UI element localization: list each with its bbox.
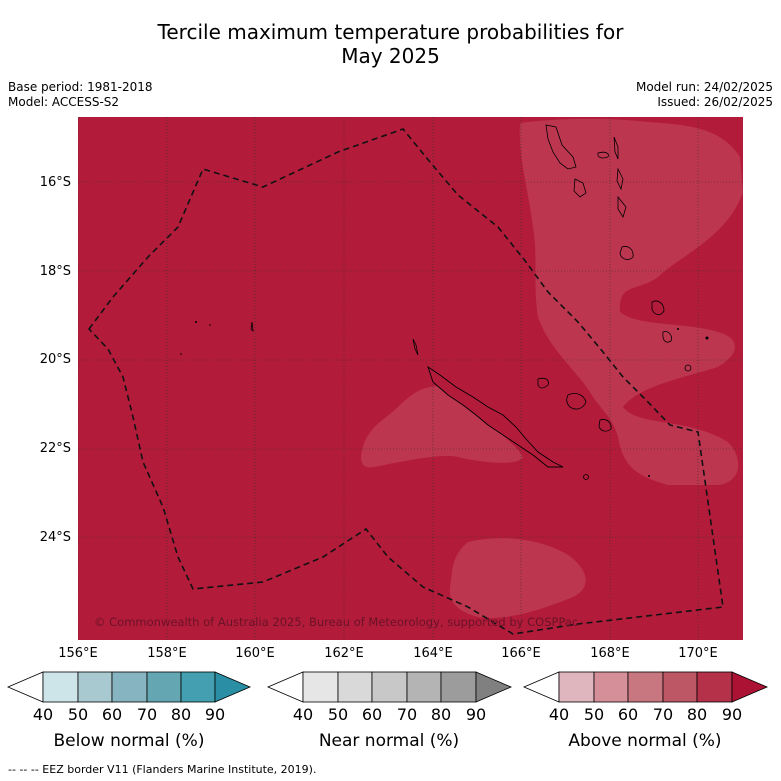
meta-right: Model run: 24/02/2025 Issued: 26/02/2025 [636, 80, 773, 110]
title-line-1: Tercile maximum temperature probabilitie… [157, 20, 624, 44]
eez-legend: -- -- -- EEZ border V11 (Flanders Marine… [8, 763, 317, 776]
colorbar-below-extend-high [214, 671, 252, 703]
colorbar-near-extend-high [475, 671, 513, 703]
pentecost-island [616, 167, 624, 191]
above-tick-50: 50 [583, 705, 605, 724]
issued-date: Issued: 26/02/2025 [657, 95, 773, 109]
erromango-island [651, 300, 665, 315]
colorbar-above-seg-2 [593, 671, 629, 703]
colorbar-below-seg-2 [77, 671, 113, 703]
colorbar-below-extend-low [6, 671, 44, 703]
futuna-island [677, 328, 679, 330]
tanna-island [662, 331, 672, 343]
above-tick-60: 60 [617, 705, 639, 724]
below-tick-40: 40 [32, 705, 54, 724]
colorbar-near-seg-2 [337, 671, 373, 703]
below-tick-60: 60 [101, 705, 123, 724]
lat-label-16s: 16°S [39, 175, 71, 190]
near-tick-90: 90 [465, 705, 487, 724]
lon-label-158e: 158°E [147, 646, 187, 661]
colorbar-near [266, 671, 513, 703]
base-period: Base period: 1981-2018 [8, 80, 153, 94]
colorbar-below [6, 671, 252, 703]
lon-label-156e: 156°E [58, 646, 98, 661]
above-tick-80: 80 [686, 705, 708, 724]
malekula-island [573, 178, 587, 198]
below-tick-90: 90 [204, 705, 226, 724]
above-tick-90: 90 [721, 705, 743, 724]
above-tick-40: 40 [548, 705, 570, 724]
small-islet [648, 475, 650, 477]
model-name: Model: ACCESS-S2 [8, 95, 120, 109]
colorbar-near-seg-4 [406, 671, 442, 703]
copyright-text: © Commonwealth of Australia 2025, Bureau… [94, 615, 578, 629]
near-tick-80: 80 [430, 705, 452, 724]
epi-island [617, 195, 627, 218]
lon-label-168e: 168°E [590, 646, 630, 661]
near-tick-50: 50 [327, 705, 349, 724]
near-tick-60: 60 [361, 705, 383, 724]
lon-label-162e: 162°E [324, 646, 364, 661]
colorbars [6, 671, 769, 703]
eez-border [87, 128, 724, 635]
patch-south [449, 538, 586, 618]
below-tick-80: 80 [170, 705, 192, 724]
lat-label-20s: 20°S [39, 352, 71, 367]
colorbar-above-seg-3 [627, 671, 664, 703]
lat-label-24s: 24°S [39, 530, 71, 545]
reef-mark-2 [209, 324, 211, 326]
near-tick-40: 40 [292, 705, 314, 724]
colorbar-below-seg-5 [180, 671, 216, 703]
colorbar-above-seg-1 [558, 671, 595, 703]
colorbar-above-seg-4 [662, 671, 698, 703]
isle-of-pines [583, 474, 589, 480]
below-tick-70: 70 [136, 705, 158, 724]
lon-label-170e: 170°E [678, 646, 718, 661]
ambae-island [597, 151, 609, 159]
ouvea-island [537, 377, 549, 389]
colorbar-near-extend-low [266, 671, 304, 703]
colorbar-below-seg-3 [111, 671, 148, 703]
mare-island [598, 419, 612, 432]
maewo-island [613, 136, 619, 160]
colorbar-above [522, 671, 769, 703]
colorbar-near-seg-1 [302, 671, 339, 703]
aneityum-island [684, 364, 692, 372]
lon-label-160e: 160°E [235, 646, 275, 661]
map-title: Tercile maximum temperature probabilitie… [0, 20, 781, 68]
efate-island [619, 246, 634, 260]
lat-label-22s: 22°S [39, 441, 71, 456]
colorbar-above-extend-high [731, 671, 769, 703]
patch-central [361, 386, 523, 468]
colorbar-near-title: Near normal (%) [318, 731, 460, 751]
reef-mark-4 [250, 321, 254, 333]
colorbar-above-extend-low [522, 671, 560, 703]
reef-mark-1 [195, 321, 197, 323]
meta-left: Base period: 1981-2018 Model: ACCESS-S2 [8, 80, 153, 110]
title-line-2: May 2025 [341, 44, 440, 68]
lon-label-164e: 164°E [413, 646, 453, 661]
colorbar-above-seg-5 [696, 671, 733, 703]
above-tick-70: 70 [652, 705, 674, 724]
espiritu-santo-island [545, 124, 577, 170]
lon-label-166e: 166°E [501, 646, 541, 661]
colorbar-above-title: Above normal (%) [568, 731, 722, 751]
lifou-island [566, 393, 587, 410]
reef-mark-3 [180, 353, 182, 355]
model-run: Model run: 24/02/2025 [635, 80, 773, 94]
colorbar-near-seg-5 [440, 671, 477, 703]
near-tick-70: 70 [396, 705, 418, 724]
patch-northeast [519, 118, 743, 486]
new-caledonia-island [427, 365, 564, 468]
aniwa-island [705, 336, 709, 340]
colorbar-below-seg-1 [42, 671, 79, 703]
below-tick-50: 50 [67, 705, 89, 724]
lat-label-18s: 18°S [39, 264, 71, 279]
colorbar-below-title: Below normal (%) [53, 731, 205, 751]
belep-islands [412, 338, 419, 356]
colorbar-below-seg-4 [146, 671, 182, 703]
colorbar-near-seg-3 [371, 671, 408, 703]
probability-map: © Commonwealth of Australia 2025, Bureau… [78, 117, 743, 640]
